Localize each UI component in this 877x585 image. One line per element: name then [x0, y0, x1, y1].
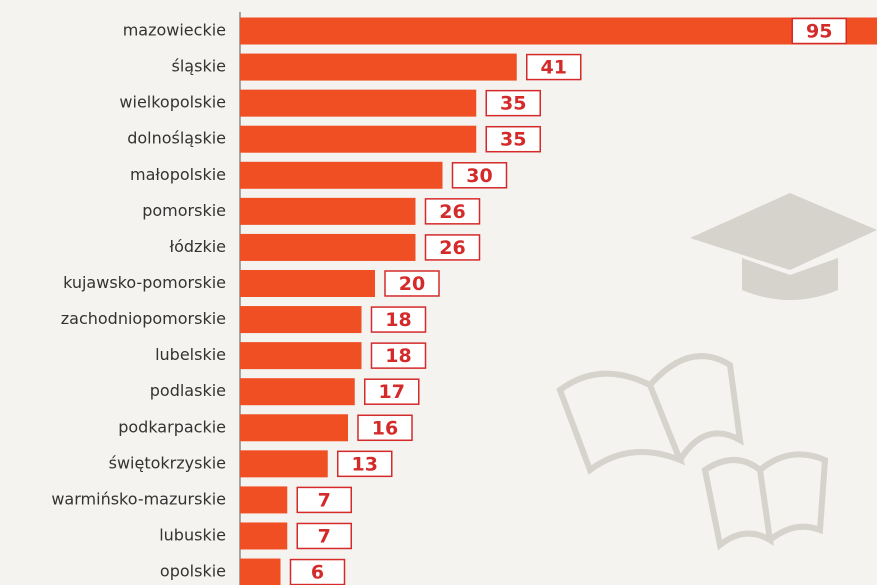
bar [240, 522, 287, 549]
bar [240, 90, 476, 117]
category-label: wielkopolskie [119, 93, 226, 112]
value-label: 13 [352, 453, 378, 475]
value-label: 20 [399, 273, 425, 295]
value-label: 95 [806, 21, 832, 43]
bar [240, 54, 517, 81]
bar [240, 450, 328, 477]
bar [240, 162, 443, 189]
category-label: śląskie [172, 57, 226, 76]
page: {"chart_data": {"type": "bar", "orientat… [0, 0, 877, 585]
category-label: mazowieckie [123, 21, 226, 40]
bar [240, 559, 281, 585]
bar [240, 234, 416, 261]
category-label: kujawsko-pomorskie [63, 273, 226, 292]
category-label: pomorskie [142, 201, 226, 220]
bar [240, 414, 348, 441]
category-label: dolnośląskie [127, 129, 226, 148]
value-label: 26 [439, 237, 465, 259]
value-label: 6 [311, 562, 324, 584]
value-label: 30 [466, 165, 492, 187]
category-label: lubuskie [159, 525, 226, 544]
category-label: łódzkie [170, 237, 226, 256]
value-label: 16 [372, 417, 398, 439]
bar [240, 18, 877, 45]
value-label: 26 [439, 201, 465, 223]
category-label: małopolskie [130, 165, 226, 184]
value-label: 7 [318, 525, 331, 547]
category-label: zachodniopomorskie [61, 309, 226, 328]
bar [240, 342, 362, 369]
category-label: opolskie [160, 562, 226, 581]
chart: mazowieckie 95 śląskie 41 wielkopolskie 35 dol… [0, 0, 877, 585]
category-label: warmińsko-mazurskie [51, 489, 226, 508]
value-label: 18 [385, 345, 411, 367]
category-label: lubelskie [155, 345, 226, 364]
value-label: 7 [318, 489, 331, 511]
value-label: 41 [541, 57, 567, 79]
bar [240, 306, 362, 333]
value-label: 35 [500, 129, 526, 151]
value-label: 18 [385, 309, 411, 331]
bar [240, 486, 287, 513]
category-label: podkarpackie [118, 417, 226, 436]
bar [240, 378, 355, 405]
category-label: świętokrzyskie [109, 453, 226, 472]
decoration [560, 193, 877, 545]
bar [240, 198, 416, 225]
value-label: 17 [379, 381, 405, 403]
category-label: podlaskie [150, 381, 226, 400]
value-label: 35 [500, 93, 526, 115]
bar [240, 270, 375, 297]
bar [240, 126, 476, 153]
